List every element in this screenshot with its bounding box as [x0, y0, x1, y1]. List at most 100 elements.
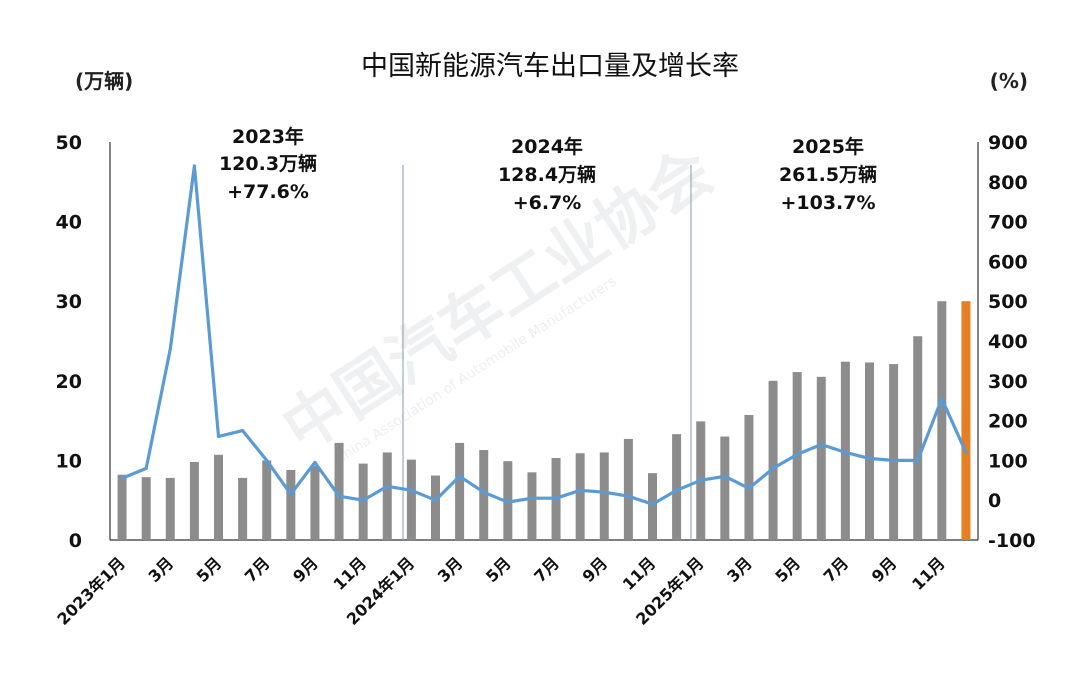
annotation-year: 2025年 — [792, 135, 864, 158]
bar — [575, 453, 585, 540]
line-point — [482, 490, 486, 494]
bar — [189, 461, 199, 540]
annotation-growth: +6.7% — [513, 192, 582, 214]
bar — [889, 364, 899, 540]
y-right-tick-label: 400 — [988, 331, 1028, 353]
line-point — [506, 500, 510, 504]
line-point — [265, 458, 269, 462]
annotation-year: 2024年 — [511, 135, 583, 158]
bar — [937, 301, 947, 540]
left-axis-unit: (万辆) — [75, 69, 133, 93]
bar — [720, 436, 730, 540]
bar — [527, 472, 537, 540]
bar — [334, 442, 344, 540]
bar — [117, 474, 127, 540]
bar — [214, 454, 223, 540]
bar — [286, 469, 296, 540]
bar — [961, 301, 971, 540]
line-point — [168, 347, 172, 351]
y-right-tick-label: 0 — [988, 490, 1001, 512]
line-point — [192, 164, 196, 168]
line-point — [409, 488, 413, 492]
y-left-tick-label: 50 — [56, 132, 82, 154]
y-right-tick-label: 600 — [988, 251, 1028, 273]
y-left-tick-label: 20 — [56, 371, 82, 393]
line-point — [361, 498, 365, 502]
line-point — [458, 474, 462, 478]
bar — [816, 376, 826, 540]
line-point — [771, 466, 775, 470]
y-right-tick-label: 900 — [988, 132, 1028, 154]
line-point — [868, 456, 871, 460]
left-y-axis: 0 10 20 30 40 50 — [56, 132, 82, 552]
line-point — [819, 442, 823, 446]
line-point — [940, 397, 944, 401]
line-point — [747, 486, 751, 490]
annotation-2023: 2023年 120.3万辆 +77.6% — [219, 125, 317, 203]
bar — [479, 450, 489, 540]
bar — [238, 477, 248, 540]
line-point — [578, 488, 582, 492]
x-tick-label: 9月 — [289, 553, 322, 586]
chart-title: 中国新能源汽车出口量及增长率 — [361, 51, 739, 82]
y-right-tick-label: 200 — [988, 411, 1028, 433]
bar — [141, 477, 151, 540]
y-right-tick-label: 100 — [988, 450, 1028, 472]
annotation-2025: 2025年 261.5万辆 +103.7% — [779, 135, 877, 214]
annotation-year: 2023年 — [232, 125, 304, 148]
annotation-growth: +77.6% — [227, 181, 309, 203]
annotation-growth: +103.7% — [780, 192, 875, 214]
line-point — [217, 435, 220, 439]
line-point — [120, 476, 124, 480]
right-axis-unit: (%) — [990, 69, 1028, 93]
annotation-total: 128.4万辆 — [498, 163, 596, 186]
bar — [865, 362, 874, 540]
x-tick-label: 5月 — [193, 553, 226, 586]
line-point — [144, 466, 148, 470]
bar — [310, 465, 320, 540]
y-right-tick-label: 700 — [988, 212, 1028, 234]
line-point — [602, 490, 606, 494]
x-tick-label: 5月 — [771, 553, 804, 586]
bar — [744, 415, 754, 540]
bar — [623, 438, 633, 540]
x-tick-label: 11月 — [329, 553, 370, 594]
growth-line — [120, 164, 968, 506]
x-tick-label: 11月 — [908, 553, 949, 594]
y-right-tick-label: 300 — [988, 371, 1028, 393]
line-point — [892, 458, 896, 462]
y-right-tick-label: 500 — [988, 291, 1028, 313]
x-tick-label: 7月 — [820, 553, 853, 586]
x-tick-label: 7月 — [241, 553, 274, 586]
bar — [382, 452, 392, 540]
y-right-tick-label: -100 — [988, 530, 1036, 552]
x-tick-label: 9月 — [868, 553, 901, 586]
x-tick-label: 3月 — [144, 553, 177, 586]
line-point — [554, 496, 558, 500]
y-right-tick-label: 800 — [988, 172, 1028, 194]
y-left-tick-label: 10 — [56, 450, 82, 472]
line-point — [699, 478, 703, 482]
line-point — [795, 452, 799, 456]
line-point — [843, 450, 847, 454]
bar — [913, 336, 923, 540]
bar — [599, 452, 609, 540]
x-tick-label: 3月 — [434, 553, 467, 586]
y-left-tick-label: 40 — [56, 212, 82, 234]
x-tick-label: 2023年1月 — [53, 553, 128, 628]
line-point — [434, 498, 437, 502]
x-tick-label: 9月 — [578, 553, 611, 586]
x-tick-label: 3月 — [723, 553, 756, 586]
line-point — [289, 492, 293, 496]
line-point — [241, 429, 245, 433]
line-point — [651, 502, 654, 506]
bar-series — [117, 301, 971, 540]
annotation-total: 261.5万辆 — [779, 163, 877, 186]
line-point — [626, 494, 630, 498]
line-point — [964, 450, 968, 454]
y-left-tick-label: 30 — [56, 291, 82, 313]
line-point — [337, 494, 341, 498]
bar — [262, 460, 272, 540]
